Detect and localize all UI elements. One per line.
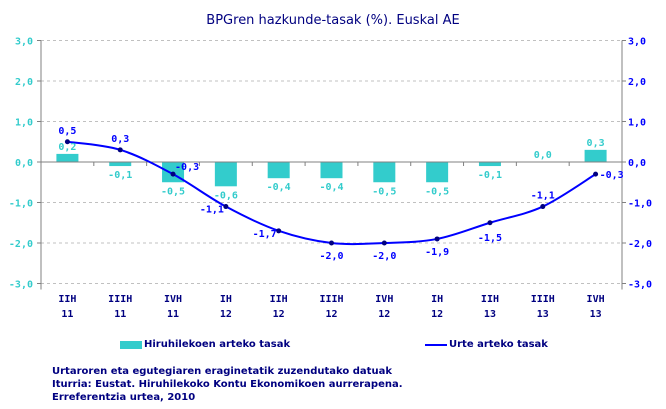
category-label: IIIH (108, 294, 132, 305)
bar-data-label: -0,5 (425, 186, 449, 197)
line-point (276, 228, 282, 234)
line-data-label: -1,9 (425, 247, 449, 258)
footer-source: Iturria: Eustat. Hiruhilekoko Kontu Ekon… (52, 379, 403, 403)
category-label-year: 11 (61, 309, 73, 320)
left-axis-tick-label: -1,0 (9, 199, 33, 210)
bar (267, 162, 290, 179)
legend-swatch-bars (120, 340, 142, 349)
bar-data-label: -0,5 (161, 186, 185, 197)
footer-note: Urtaroren eta egutegiaren eraginetatik z… (52, 366, 392, 377)
category-label-year: 12 (325, 309, 337, 320)
category-label-year: 11 (114, 309, 126, 320)
bar (373, 162, 396, 183)
right-axis-tick-label: 0,0 (628, 158, 646, 169)
line-point (117, 147, 123, 153)
line-point (329, 240, 334, 246)
line-point (223, 204, 229, 210)
line-point (381, 240, 387, 246)
legend-item-line: Urte arteko tasak (425, 339, 548, 350)
category-label-year: 12 (431, 309, 443, 320)
category-label-year: 11 (167, 309, 179, 320)
left-axis-tick-label: 1,0 (15, 118, 33, 129)
line-data-label: 0,5 (58, 126, 76, 137)
chart: BPGren hazkunde-tasak (%). Euskal AE 3,0… (9, 13, 652, 320)
bar (426, 162, 449, 183)
line-data-label: -1,1 (200, 205, 224, 216)
bar (56, 153, 79, 162)
bar-data-label: -0,5 (372, 186, 396, 197)
bar (320, 162, 343, 179)
bar-data-label: -0,4 (319, 182, 343, 193)
category-label: IIIH (319, 294, 343, 305)
line-data-label: -1,7 (253, 229, 277, 240)
bar-data-label: -0,4 (267, 182, 291, 193)
category-label-year: 12 (273, 309, 285, 320)
line-data-label: -2,0 (319, 251, 343, 262)
category-label-year: 13 (484, 309, 496, 320)
category-label-year: 13 (590, 309, 602, 320)
legend-label-line: Urte arteko tasak (449, 339, 548, 350)
bar-data-label: -0,6 (214, 190, 238, 201)
line-point (434, 236, 440, 242)
line-data-label: -0,3 (600, 170, 624, 181)
legend-swatch-line (425, 343, 447, 346)
category-label: IIH (58, 294, 76, 305)
category-label: IVH (164, 294, 182, 305)
category-label: IVH (375, 294, 393, 305)
bar-data-label: 0,3 (587, 138, 605, 149)
line-data-label: 0,3 (111, 134, 129, 145)
bar-data-label: -0,1 (478, 170, 502, 181)
right-axis-tick-label: -3,0 (628, 280, 652, 291)
category-label-year: 13 (537, 309, 549, 320)
right-axis-tick-label: -2,0 (628, 239, 652, 250)
line-point (487, 220, 493, 226)
category-label: IIH (270, 294, 288, 305)
category-label: IH (220, 294, 232, 305)
bar (109, 162, 132, 167)
line-point (170, 171, 176, 177)
line-data-label: -1,1 (531, 191, 555, 202)
line-data-label: -0,3 (175, 162, 199, 173)
right-axis-tick-label: -1,0 (628, 199, 652, 210)
legend-label-bars: Hiruhilekoen arteko tasak (144, 339, 291, 350)
line-data-label: -1,5 (478, 233, 502, 244)
right-axis-tick-label: 1,0 (628, 118, 646, 129)
left-axis-tick-label: 2,0 (15, 77, 33, 88)
line-data-label: -2,0 (372, 251, 396, 262)
bar-data-label: 0,2 (58, 142, 76, 153)
left-axis-tick-label: -3,0 (9, 280, 33, 291)
right-axis-tick-label: 3,0 (628, 37, 646, 48)
category-label-year: 12 (220, 309, 232, 320)
chart-title: BPGren hazkunde-tasak (%). Euskal AE (206, 13, 459, 28)
category-label-year: 12 (378, 309, 390, 320)
line-point (64, 139, 70, 145)
category-label: IIIH (531, 294, 555, 305)
line-point (593, 171, 599, 177)
bar-data-label: 0,0 (534, 150, 552, 161)
bar (214, 162, 237, 187)
bar-data-label: -0,1 (108, 170, 132, 181)
right-axis-tick-label: 2,0 (628, 77, 646, 88)
left-axis-tick-label: -2,0 (9, 239, 33, 250)
category-label: IIH (481, 294, 499, 305)
bar (584, 149, 607, 162)
line-point (540, 204, 546, 210)
left-axis-tick-label: 0,0 (15, 158, 33, 169)
category-label: IH (431, 294, 443, 305)
left-axis-tick-label: 3,0 (15, 37, 33, 48)
chart-footer: Urtaroren eta egutegiaren eraginetatik z… (52, 365, 472, 404)
bar (478, 162, 501, 167)
category-label: IVH (587, 294, 605, 305)
legend-item-bars: Hiruhilekoen arteko tasak (120, 339, 290, 350)
